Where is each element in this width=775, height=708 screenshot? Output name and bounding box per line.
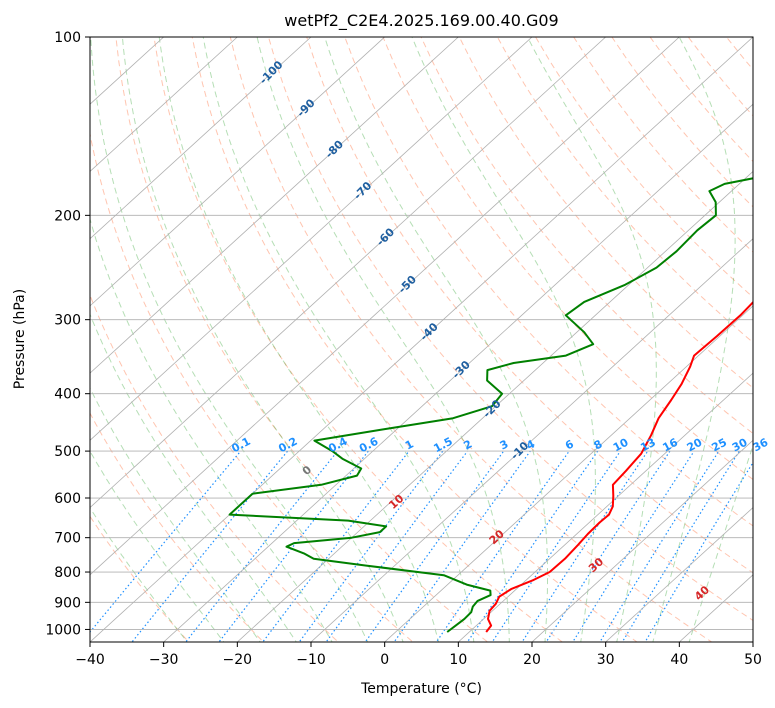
isotherm-line bbox=[90, 37, 680, 576]
isotherm-line bbox=[90, 37, 533, 441]
isotherm-line bbox=[90, 37, 606, 509]
plot-frame bbox=[89, 36, 754, 643]
axis-ticks: −40 −30 −20 −10 0 10 20 30 40 50 100 200 300 400 500 60… bbox=[45, 30, 762, 668]
mixing-ratio-label: 20 bbox=[685, 436, 705, 455]
x-tick-label: 30 bbox=[597, 652, 615, 668]
mixing-ratio-label: 10 bbox=[611, 436, 631, 455]
moist-adiabat-line bbox=[90, 313, 297, 642]
dewpoint-profile-line bbox=[228, 177, 753, 633]
mixing-ratio-label: 30 bbox=[730, 436, 750, 455]
moist-adiabat-line bbox=[90, 37, 369, 642]
moist-adiabat-line bbox=[121, 37, 404, 642]
dry-adiabat-line bbox=[420, 37, 753, 435]
temperature-profile-line bbox=[485, 300, 753, 633]
dry-adiabat-line bbox=[229, 37, 713, 642]
y-tick-label: 800 bbox=[54, 565, 81, 581]
chart-title: wetPf2_C2E4.2025.169.00.40.G09 bbox=[284, 11, 558, 31]
isotherm-line bbox=[237, 170, 753, 642]
x-tick-label: −10 bbox=[296, 652, 326, 668]
moist-adiabat-line bbox=[652, 37, 736, 642]
x-tick-label: 50 bbox=[744, 652, 762, 668]
x-tick-label: −40 bbox=[75, 652, 105, 668]
x-tick-label: −30 bbox=[149, 652, 179, 668]
isotherm-line bbox=[163, 103, 753, 642]
moist-adiabat-line bbox=[202, 37, 475, 642]
isotherm-line bbox=[90, 37, 312, 240]
isotherm-line bbox=[90, 37, 753, 642]
y-tick-label: 200 bbox=[54, 208, 81, 224]
y-tick-label: 1000 bbox=[45, 622, 81, 638]
x-tick-label: 40 bbox=[670, 652, 688, 668]
dry-adiabat-line bbox=[90, 131, 414, 642]
isotherm-line bbox=[90, 37, 385, 307]
moist-adiabat-line bbox=[688, 444, 753, 642]
moist-adiabat-line bbox=[411, 37, 596, 642]
y-tick-label: 300 bbox=[54, 313, 81, 329]
moist-adiabat-line bbox=[526, 37, 657, 642]
y-tick-label: 700 bbox=[54, 531, 81, 547]
mixing-ratio-label: 36 bbox=[751, 436, 771, 455]
dry-adiabat-line bbox=[90, 293, 339, 642]
x-tick-label: 20 bbox=[523, 652, 541, 668]
mixing-ratio-label: 25 bbox=[709, 436, 729, 455]
x-axis-label: Temperature (°C) bbox=[360, 681, 482, 697]
y-axis-label: Pressure (hPa) bbox=[12, 289, 28, 389]
moist-adiabat-line bbox=[90, 450, 225, 642]
x-tick-label: 0 bbox=[380, 652, 389, 668]
y-tick-label: 600 bbox=[54, 491, 81, 507]
isotherm-line bbox=[458, 372, 753, 642]
y-tick-label: 400 bbox=[54, 387, 81, 403]
isotherm-line bbox=[605, 507, 753, 642]
isotherm-line bbox=[384, 305, 753, 642]
isotherm-line bbox=[90, 37, 238, 172]
dry-adiabat-line bbox=[115, 37, 489, 642]
dry-adiabat-line bbox=[306, 37, 753, 574]
x-tick-label: 10 bbox=[449, 652, 467, 668]
moist-adiabat-line bbox=[158, 37, 440, 642]
series-lines bbox=[228, 177, 753, 633]
moist-adiabat-line bbox=[324, 37, 549, 642]
dry-adiabat-line bbox=[267, 37, 753, 622]
mixing-ratio-label: 16 bbox=[660, 436, 680, 455]
dry-adiabat-line bbox=[153, 37, 564, 642]
isotherm-line bbox=[310, 238, 753, 642]
y-tick-label: 500 bbox=[54, 444, 81, 460]
moist-adiabat-line bbox=[90, 506, 188, 642]
y-tick-label: 100 bbox=[54, 30, 81, 46]
dry-adiabat-line bbox=[191, 37, 638, 642]
isotherm-line bbox=[531, 439, 753, 642]
dry-adiabat-line bbox=[382, 37, 753, 481]
y-tick-label: 900 bbox=[54, 595, 81, 611]
x-tick-label: −20 bbox=[223, 652, 253, 668]
isotherm-line bbox=[90, 37, 459, 374]
moist-adiabat-line bbox=[256, 37, 510, 642]
moist-adiabat-line bbox=[90, 387, 261, 642]
mixing-ratio-label: 13 bbox=[638, 436, 658, 455]
